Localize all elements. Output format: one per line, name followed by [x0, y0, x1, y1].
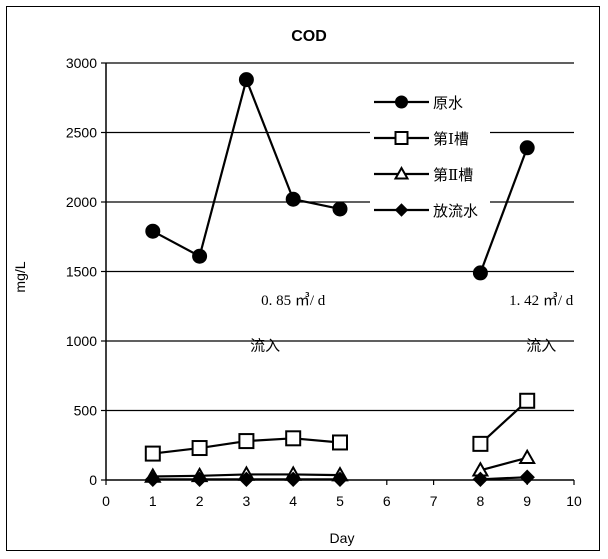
y-axis-label: mg/L — [12, 261, 28, 292]
chart-title: COD — [291, 28, 327, 45]
series-0-line-0 — [152, 76, 341, 258]
series-1-point-0-1 — [191, 440, 208, 457]
series-1-point-0-4 — [332, 434, 348, 451]
series-3-point-1-1 — [519, 469, 535, 485]
series-group — [144, 72, 536, 488]
series-3-point-0-0 — [145, 471, 161, 488]
x-tick-label-4: 4 — [289, 493, 297, 509]
legend-marker-1 — [394, 131, 409, 145]
x-tick-label-8: 8 — [477, 493, 485, 509]
x-tick-label-9: 9 — [523, 493, 531, 509]
series-2-point-1-1 — [518, 448, 536, 465]
tick-labels: 0 500 1000 1500 2000 2500 3000 0 1 2 3 4 5 6 7 8 9 10 — [66, 55, 582, 509]
legend-marker-3 — [394, 203, 409, 217]
legend-label-3: 放流水 — [433, 203, 478, 220]
series-2-line-1 — [480, 456, 528, 472]
y-tick-label-0: 0 — [89, 472, 97, 488]
legend-marker-0 — [395, 95, 408, 109]
series-0-point-0-0 — [145, 223, 161, 239]
legend-label-0: 原水 — [433, 95, 463, 112]
y-tick-label-6: 3000 — [66, 55, 97, 71]
series-1 — [144, 392, 536, 462]
legend-item-2: 第Ⅱ槽 — [370, 162, 490, 186]
x-tick-label-0: 0 — [102, 493, 110, 509]
series-0-point-1-0 — [472, 265, 488, 281]
x-tick-label-6: 6 — [383, 493, 391, 509]
series-3-point-0-4 — [332, 471, 348, 488]
legend-label-2: 第Ⅱ槽 — [433, 166, 473, 184]
series-0-point-0-3 — [285, 191, 301, 207]
legend-item-1: 第Ⅰ槽 — [370, 126, 490, 150]
series-1-point-0-2 — [238, 433, 255, 450]
chart-frame: COD mg/L Day 0 500 1000 1500 2000 2500 3000 0 1 2… — [6, 6, 600, 551]
series-0-point-0-2 — [238, 72, 254, 88]
series-1-point-0-0 — [144, 445, 161, 462]
x-tick-label-10: 10 — [566, 493, 582, 509]
series-3 — [145, 469, 535, 488]
series-3-point-0-2 — [238, 471, 255, 488]
y-tick-label-3: 1500 — [66, 264, 97, 280]
series-0-point-1-1 — [519, 140, 535, 156]
series-0-line-1 — [479, 147, 529, 274]
legend-item-3: 放流水 — [370, 198, 490, 222]
legend-item-0: 原水 — [370, 90, 490, 114]
annotation-3: 流入 — [526, 338, 556, 355]
y-tick-label-1: 500 — [74, 403, 98, 419]
x-tick-label-7: 7 — [430, 493, 438, 509]
series-0-point-0-4 — [332, 201, 348, 217]
legend-marker-2 — [393, 165, 410, 180]
series-1-point-0-3 — [285, 430, 302, 447]
series-3-point-0-3 — [285, 471, 301, 488]
x-tick-label-2: 2 — [196, 493, 204, 509]
y-tick-label-4: 2000 — [66, 194, 97, 210]
y-tick-label-2: 1000 — [66, 333, 97, 349]
series-3-line-1 — [480, 476, 528, 481]
series-0 — [145, 72, 535, 281]
series-1-point-1-1 — [519, 392, 536, 409]
legend-label-1: 第Ⅰ槽 — [433, 130, 469, 148]
annotation-1: 流入 — [250, 338, 280, 355]
series-3-point-0-1 — [191, 471, 208, 488]
series-1-point-1-0 — [472, 435, 489, 452]
x-tick-label-3: 3 — [243, 493, 251, 509]
annotations: 0. 85 ㎥/ d 流入 1. 42 ㎥/ d 流入 — [250, 292, 574, 355]
y-tick-label-5: 2500 — [66, 125, 97, 141]
x-tick-label-1: 1 — [149, 493, 157, 509]
series-0-point-0-1 — [192, 248, 208, 264]
gridlines — [106, 62, 574, 412]
x-axis-label: Day — [330, 530, 355, 546]
cod-line-chart: COD mg/L Day 0 500 1000 1500 2000 2500 3000 0 1 2… — [12, 28, 582, 546]
annotation-0: 0. 85 ㎥/ d — [261, 292, 326, 309]
x-tick-label-5: 5 — [336, 493, 344, 509]
annotation-2: 1. 42 ㎥/ d — [509, 292, 574, 309]
series-3-point-1-0 — [472, 471, 489, 488]
